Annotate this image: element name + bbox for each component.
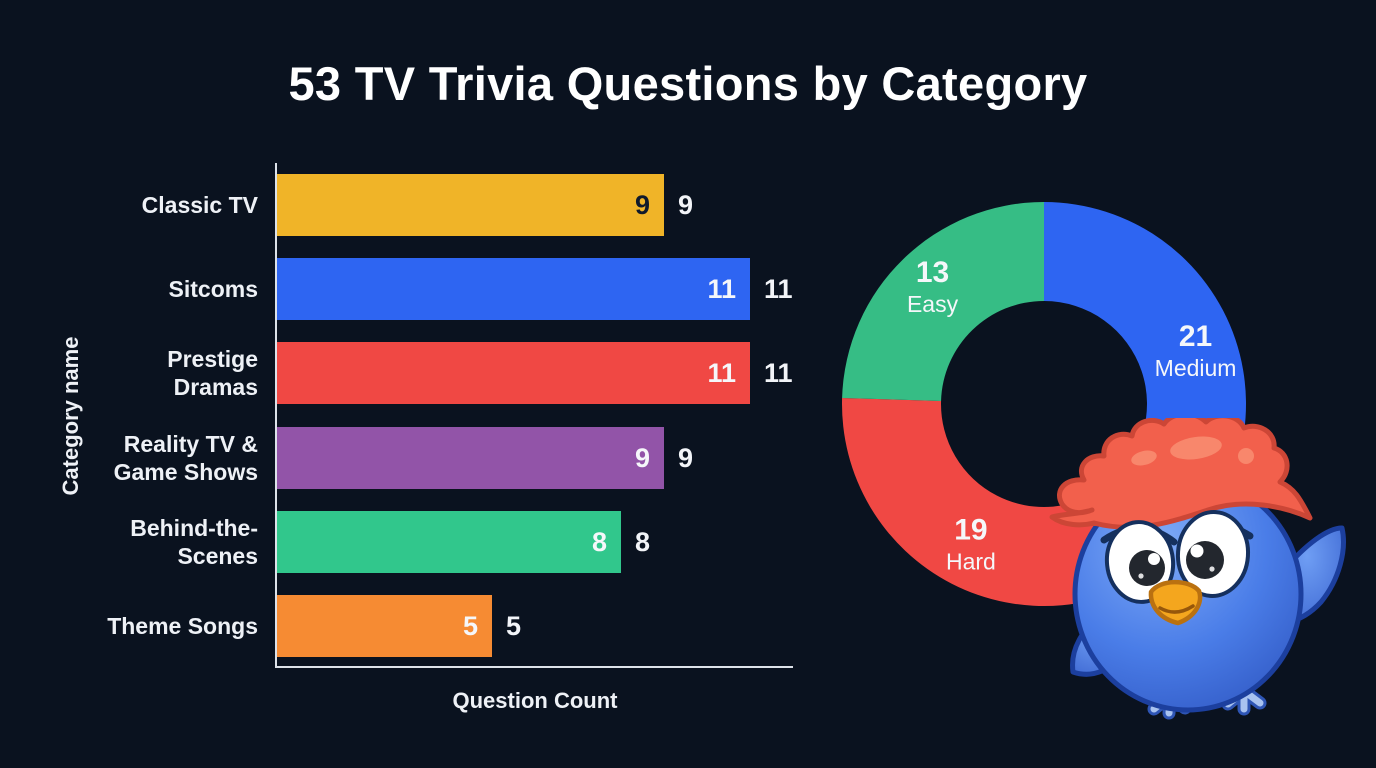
bar-row: Prestige Dramas 11 11 [0,342,1376,404]
bar-row: Classic TV 9 9 [0,174,1376,236]
bar-value-outside: 8 [635,526,651,557]
mascot-bird [1049,418,1346,720]
donut-label-medium: 21 Medium [1155,320,1237,381]
bar: 9 [277,427,664,489]
category-label: Theme Songs [107,612,258,639]
bar: 9 [277,174,664,236]
donut-label-hard: 19 Hard [946,513,996,574]
category-label: Prestige Dramas [167,345,258,400]
bar-value-inside: 11 [707,357,736,388]
bar-value-outside: 9 [678,189,694,220]
category-label: Reality TV & Game Shows [113,430,258,485]
bar-value-outside: 5 [506,610,522,641]
bar-row: Reality TV & Game Shows 9 9 [0,427,1376,489]
bar-value-outside: 11 [764,273,793,304]
mascot-crest [1049,418,1313,530]
page-title: 53 TV Trivia Questions by Category [288,57,1088,110]
bar: 11 [277,258,750,320]
bar-value-inside: 5 [462,610,478,641]
bar: 5 [277,595,492,657]
bar-value-inside: 9 [634,189,650,220]
category-label: Classic TV [141,191,258,218]
category-label: Sitcoms [168,275,258,302]
bar-value-outside: 9 [678,442,694,473]
bar-row: Behind-the- Scenes 8 8 [0,511,1376,573]
x-axis-label: Question Count [452,688,618,713]
bar-chart-axes [275,163,793,668]
mascot-beak [1148,579,1203,626]
donut-slice-easy [842,202,1044,401]
bar-row: Sitcoms 11 11 [0,258,1376,320]
bar-value-outside: 11 [764,357,793,388]
bar-value-inside: 11 [707,273,736,304]
bar: 11 [277,342,750,404]
bar-value-inside: 9 [634,442,650,473]
mascot-eyes [1100,510,1254,604]
donut-label-easy: 13 Easy [907,256,959,317]
bar: 8 [277,511,621,573]
bar-row: Theme Songs 5 5 [0,595,1376,657]
bar-value-inside: 8 [591,526,607,557]
category-label: Behind-the- Scenes [130,514,258,569]
